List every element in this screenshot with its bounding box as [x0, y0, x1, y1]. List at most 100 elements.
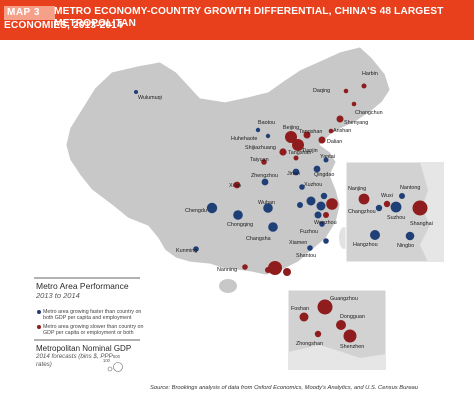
marker-tangshan	[303, 131, 311, 139]
label-nanning: Nanning	[217, 267, 237, 273]
inset-marker-hangzhou	[370, 230, 380, 240]
label-xian: Xi'an	[229, 183, 241, 189]
label-shenyang: Shenyang	[344, 120, 368, 126]
marker-harbin	[361, 83, 367, 89]
legend-faster-dot	[37, 310, 41, 314]
gdp-legend-subtitle: 2014 forecasts (bins $, PPP rates)	[36, 353, 113, 368]
label-wuhan: Wuhan	[258, 200, 275, 206]
label-suzhou: Suzhou	[387, 215, 405, 221]
marker-changsha	[268, 222, 278, 232]
inset-marker-foshan	[299, 312, 309, 322]
label-harbin: Harbin	[362, 71, 378, 77]
marker-wuhan	[263, 203, 273, 213]
title-bar: MAP 3 METRO ECONOMY-COUNTRY GROWTH DIFFE…	[0, 0, 474, 40]
label-kunming: Kunming	[176, 248, 197, 254]
city-markers	[134, 83, 367, 276]
label-zhongshan: Zhongshan	[296, 341, 323, 347]
label-changchun: Changchun	[355, 110, 383, 116]
inset-marker-shanghai	[412, 200, 428, 216]
pearl-inset-markers	[299, 299, 357, 343]
label-shenzhen: Shenzhen	[340, 344, 364, 350]
inset-coast	[420, 162, 444, 262]
marker-baotou	[255, 127, 261, 133]
label-baotou: Baotou	[258, 120, 275, 126]
yangtze-inset-markers	[358, 193, 428, 241]
marker-xiamen	[323, 238, 329, 244]
label-jinan: Jinan	[287, 171, 300, 177]
label-qingdao: Qingdao	[314, 172, 334, 178]
label-beijing: Beijing	[283, 125, 299, 131]
label-chongqing: Chongqing	[227, 222, 253, 228]
gdp-legend-small-label: 100	[103, 358, 111, 363]
label-xuzhou: Xuzhou	[304, 182, 322, 188]
marker-foshan-main	[265, 267, 271, 273]
inset-marker-wuxi	[383, 200, 391, 208]
marker-changchun	[351, 101, 357, 107]
marker-chengdu	[206, 202, 218, 214]
source-note: Source: Brookings analysis of data from …	[150, 385, 418, 391]
marker-nanning	[242, 264, 248, 270]
marker-delta-1	[306, 196, 316, 206]
label-dongguan: Dongguan	[340, 314, 365, 320]
label-wuxi: Wuxi	[381, 193, 393, 199]
label-tangshan2: Tangshan	[288, 150, 311, 156]
marker-wulumuqi	[134, 90, 138, 94]
label-shanghai: Shanghai	[410, 221, 433, 227]
legend-subtitle: 2013 to 2014	[36, 291, 80, 300]
label-anshan: Anshan	[333, 128, 351, 134]
marker-delta-6	[297, 202, 303, 208]
marker-tangshan2	[293, 155, 299, 161]
marker-fuzhou	[319, 221, 325, 227]
map-title-line2: ECONOMIES, 2013-2014	[4, 20, 123, 31]
label-xiamen: Xiamen	[289, 240, 307, 246]
label-hangzhou: Hangzhou	[353, 242, 378, 248]
gdp-legend-small-circle	[107, 366, 113, 372]
legend-slower-text: Metro area growing slower than country o…	[43, 324, 144, 337]
inset-sea	[288, 345, 386, 370]
label-daqing: Daqing	[313, 88, 330, 94]
marker-chongqing	[233, 210, 243, 220]
marker-shantou	[307, 245, 313, 251]
inset-marker-dongguan	[336, 320, 346, 330]
gdp-legend-title: Metropolitan Nominal GDP	[36, 344, 132, 353]
marker-xuzhou	[299, 184, 305, 190]
marker-daqing	[343, 88, 349, 94]
label-yantai: Yantai	[320, 154, 335, 160]
label-wenzhou: Wenzhou	[314, 220, 337, 226]
legend-title: Metro Area Performance	[36, 281, 129, 291]
label-zhengzhou: Zhengzhou	[251, 173, 278, 179]
marker-guangzhou-main	[268, 261, 282, 275]
china-landmass	[65, 46, 391, 276]
marker-shenzhen-main	[283, 268, 291, 276]
label-wulumuqi: Wulumuqi	[138, 95, 162, 101]
marker-tianjin	[292, 139, 304, 151]
inset-marker-changzhou	[375, 204, 383, 212]
marker-beijing	[285, 131, 297, 143]
label-tianjin: Tianjin	[302, 148, 318, 154]
legend-slower-dot	[37, 325, 41, 329]
legend-faster-text: Metro area growing faster than country o…	[43, 309, 142, 322]
marker-delta-2	[316, 201, 326, 211]
label-dalian: Dalian	[327, 139, 342, 145]
inset-marker-ningbo	[405, 231, 415, 241]
label-fuzhou: Fuzhou	[300, 229, 318, 235]
marker-delta-5	[314, 211, 322, 219]
marker-dalian	[318, 136, 326, 144]
label-ningbo: Ningbo	[397, 243, 414, 249]
marker-kunming	[193, 246, 199, 252]
label-huhehaote: Huhehaote	[231, 136, 257, 142]
inset-marker-guangzhou	[317, 299, 333, 315]
label-changzhou: Changzhou	[348, 209, 376, 215]
marker-shijiazhuang	[279, 148, 287, 156]
inset-marker-zhongshan	[314, 330, 322, 338]
label-nanjing: Nanjing	[348, 186, 366, 192]
map-number-tag: MAP 3	[4, 6, 55, 20]
gdp-legend-large-circle	[113, 362, 123, 372]
label-foshan: Foshan	[291, 306, 309, 312]
marker-taiyuan	[261, 159, 267, 165]
marker-xian	[233, 181, 241, 189]
inset-marker-suzhou	[390, 201, 402, 213]
city-labels: Wulumuqi Harbin Daqing Changchun Shenyan…	[138, 71, 433, 350]
inset-marker-shenzhen	[343, 329, 357, 343]
inset-marker-nanjing	[358, 193, 370, 205]
